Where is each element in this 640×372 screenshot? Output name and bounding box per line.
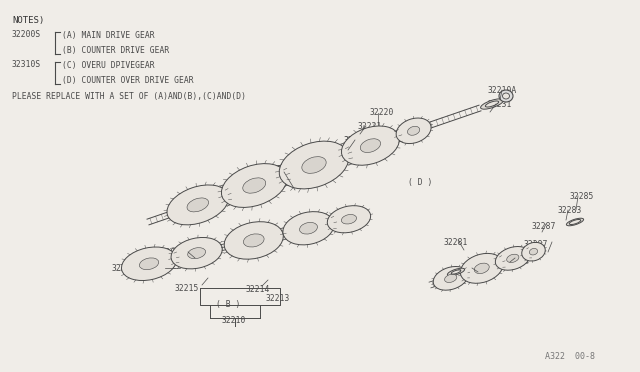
Text: ( B ): ( B ) — [216, 300, 241, 309]
Ellipse shape — [481, 99, 504, 109]
Text: 32214: 32214 — [268, 165, 292, 174]
Ellipse shape — [171, 237, 222, 269]
Text: 32219: 32219 — [152, 248, 177, 257]
Text: 32287: 32287 — [532, 222, 556, 231]
Ellipse shape — [221, 164, 287, 208]
Text: 32221: 32221 — [358, 122, 382, 131]
Ellipse shape — [224, 222, 284, 259]
Ellipse shape — [433, 266, 468, 290]
Text: 32281: 32281 — [444, 238, 468, 247]
Text: (A) MAIN DRIVE GEAR: (A) MAIN DRIVE GEAR — [62, 31, 155, 40]
Ellipse shape — [522, 243, 545, 261]
Text: (C) OVERU DPIVEGEAR: (C) OVERU DPIVEGEAR — [62, 61, 155, 70]
Ellipse shape — [187, 198, 209, 212]
Text: 32210A: 32210A — [488, 86, 517, 95]
Text: 32213: 32213 — [266, 294, 291, 303]
Ellipse shape — [243, 178, 266, 193]
Ellipse shape — [167, 185, 228, 225]
Ellipse shape — [327, 206, 371, 233]
Ellipse shape — [507, 254, 519, 263]
Ellipse shape — [495, 247, 531, 270]
Text: 32283: 32283 — [558, 206, 582, 215]
Ellipse shape — [499, 90, 513, 102]
Text: 32218M: 32218M — [112, 264, 141, 273]
Text: 32220: 32220 — [370, 108, 394, 117]
Ellipse shape — [122, 247, 177, 280]
Text: 32200S: 32200S — [12, 30, 41, 39]
Ellipse shape — [283, 212, 334, 245]
Ellipse shape — [569, 219, 580, 225]
Text: (D) COUNTER OVER DRIVE GEAR: (D) COUNTER OVER DRIVE GEAR — [62, 76, 194, 85]
Ellipse shape — [140, 258, 159, 270]
Ellipse shape — [302, 157, 326, 173]
Ellipse shape — [360, 139, 381, 153]
Text: ( D ): ( D ) — [408, 178, 433, 187]
Text: 32295: 32295 — [470, 270, 494, 279]
Ellipse shape — [474, 263, 489, 273]
Text: 32219M: 32219M — [344, 136, 373, 145]
Text: NOTES): NOTES) — [12, 16, 44, 25]
Text: A322  00-8: A322 00-8 — [545, 352, 595, 361]
Text: 32310S: 32310S — [12, 60, 41, 69]
Text: 32285: 32285 — [570, 192, 595, 201]
Ellipse shape — [300, 222, 317, 234]
Ellipse shape — [188, 248, 205, 259]
Ellipse shape — [447, 268, 465, 276]
Text: (B) COUNTER DRIVE GEAR: (B) COUNTER DRIVE GEAR — [62, 46, 169, 55]
Ellipse shape — [485, 101, 499, 107]
Text: 32210: 32210 — [222, 316, 246, 325]
Ellipse shape — [451, 270, 461, 274]
Ellipse shape — [279, 141, 349, 189]
Text: 32231: 32231 — [488, 100, 513, 109]
Text: PLEASE REPLACE WITH A SET OF (A)AND(B),(C)AND(D): PLEASE REPLACE WITH A SET OF (A)AND(B),(… — [12, 92, 246, 101]
Ellipse shape — [342, 126, 399, 165]
Text: 32214: 32214 — [246, 285, 270, 294]
Text: 32282: 32282 — [506, 256, 531, 265]
Ellipse shape — [445, 274, 457, 282]
Ellipse shape — [396, 118, 431, 144]
Ellipse shape — [566, 218, 584, 226]
Ellipse shape — [408, 126, 420, 135]
Ellipse shape — [243, 234, 264, 247]
Ellipse shape — [529, 248, 538, 255]
Text: 32287: 32287 — [524, 240, 548, 249]
Ellipse shape — [460, 253, 503, 283]
Ellipse shape — [502, 93, 509, 99]
Text: 32215: 32215 — [175, 284, 200, 293]
Ellipse shape — [341, 215, 356, 224]
